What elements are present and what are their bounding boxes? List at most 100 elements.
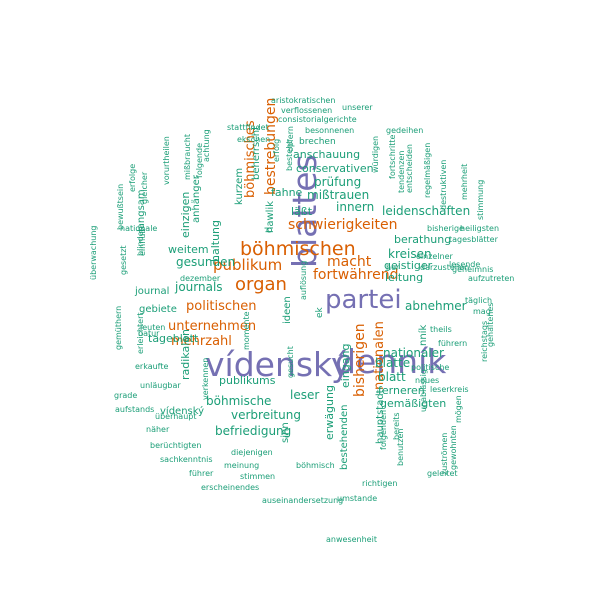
word-item: leuten xyxy=(140,323,166,332)
word-item: bestehenden xyxy=(339,404,350,470)
word-item: verbreitung xyxy=(231,408,301,422)
word-item: politische xyxy=(411,363,450,372)
word-item: ferneren xyxy=(378,384,425,397)
word-item: stimmen xyxy=(240,472,276,481)
word-item: aristokratischen xyxy=(271,96,336,105)
word-item: berathung xyxy=(394,233,452,246)
word-item: journal xyxy=(135,286,170,297)
word-item: aufzutreten xyxy=(468,274,515,283)
word-item: unserer xyxy=(342,103,373,112)
word-item: sinn xyxy=(280,422,291,443)
word-item: kreisen xyxy=(388,247,432,261)
word-item: einzigen xyxy=(179,191,192,238)
word-item: anwesenheit xyxy=(326,535,377,544)
word-item: mißtrauen xyxy=(307,188,370,202)
word-item: politischen xyxy=(186,299,257,314)
word-item: führer xyxy=(189,469,214,478)
word-item: heiligsten xyxy=(460,224,500,233)
word-item: besteht xyxy=(285,140,294,171)
word-item: erscheinendes xyxy=(201,483,260,492)
word-item: anschauung xyxy=(293,148,361,161)
word-item: unablässig xyxy=(419,369,428,412)
word-item: gesucht xyxy=(286,346,295,378)
word-item: entscheiden xyxy=(405,144,414,193)
word-item: journals xyxy=(175,280,223,294)
word-item: unläugbar xyxy=(140,381,181,390)
word-item: ekschen xyxy=(237,135,271,144)
word-item: erleichtert xyxy=(136,312,145,354)
word-item: gesunden xyxy=(176,255,236,269)
word-item: grade xyxy=(114,391,138,400)
word-item: gleicher xyxy=(140,171,149,204)
word-item: folgende xyxy=(195,142,204,178)
word-item: eingang xyxy=(339,343,352,388)
word-item: vídenský xyxy=(205,345,351,384)
word-item: fortschritte xyxy=(388,134,397,179)
word-item: gemäßigten xyxy=(380,397,447,410)
word-item: bisherige xyxy=(427,224,464,233)
word-item: berüchtigten xyxy=(150,441,202,450)
word-item: conservativen xyxy=(296,162,374,175)
word-item: destruktiven xyxy=(439,159,448,210)
word-item: überwachung xyxy=(89,225,98,281)
word-item: momente xyxy=(242,311,251,350)
word-item: anhänger xyxy=(191,175,202,223)
word-item: macht xyxy=(327,254,372,270)
word-item: böhmische xyxy=(206,394,272,408)
word-item: näher xyxy=(146,425,170,434)
word-item: prüfung xyxy=(314,175,362,189)
word-item: blinden xyxy=(136,226,145,256)
word-item: folgenden xyxy=(379,409,388,450)
word-item: neues xyxy=(415,376,440,385)
word-item: geleitet xyxy=(427,469,458,478)
word-item: auflösung xyxy=(299,260,308,300)
word-item: würdigen xyxy=(371,135,380,173)
word-item: nationale xyxy=(120,224,158,233)
word-item: weitem xyxy=(168,243,209,256)
word-item: umstande xyxy=(337,494,378,503)
word-item: richtigen xyxy=(362,479,398,488)
word-item: stattfindet xyxy=(227,123,269,132)
word-item: gemüthern xyxy=(114,305,123,350)
word-item: haltung xyxy=(209,219,222,262)
word-item: leidenschaften xyxy=(382,204,471,218)
word-item: geheimnis xyxy=(452,265,494,274)
word-item: ek xyxy=(315,307,325,318)
word-item: überhaupt xyxy=(155,412,197,421)
word-item: abnehmer xyxy=(405,299,467,313)
word-item: natur xyxy=(138,329,160,338)
word-item: theils xyxy=(430,325,452,334)
word-item: blatte xyxy=(375,356,411,370)
word-item: mag xyxy=(473,307,491,316)
word-item: stimmung xyxy=(476,179,485,220)
word-item: vídenský xyxy=(160,406,205,417)
word-item: denník xyxy=(335,342,447,381)
word-item: besonnenen xyxy=(305,126,355,135)
word-item: gesetzt xyxy=(119,245,128,275)
word-item: achtung xyxy=(202,129,211,162)
word-item: bereits xyxy=(392,412,401,440)
word-item: erfolg xyxy=(272,138,281,162)
word-item: läßt xyxy=(291,205,313,218)
word-item: leserkreis xyxy=(430,385,469,394)
word-item: organ xyxy=(235,274,287,295)
word-item: befriedigung xyxy=(215,424,292,438)
word-item: gebiete xyxy=(139,304,177,315)
word-item: dezember xyxy=(180,274,221,283)
word-item: gewohnten xyxy=(449,425,458,470)
word-item: erkaufte xyxy=(135,362,169,371)
word-item: täglich xyxy=(465,296,493,305)
word-item: aufstands xyxy=(115,405,155,414)
word-item: tageblatt xyxy=(148,332,199,345)
word-item: auseinandersetzung xyxy=(262,496,344,505)
word-item: darzustellen xyxy=(420,263,470,272)
word-item: publikums xyxy=(219,374,276,387)
word-item: leser xyxy=(290,388,320,402)
word-item: böhmisch xyxy=(296,461,335,470)
word-item: publikum xyxy=(213,256,283,274)
word-item: radikalen xyxy=(179,328,192,380)
word-item: ideen xyxy=(282,296,293,324)
word-item: fahne xyxy=(271,186,303,199)
word-item: unternehmen xyxy=(168,319,257,334)
